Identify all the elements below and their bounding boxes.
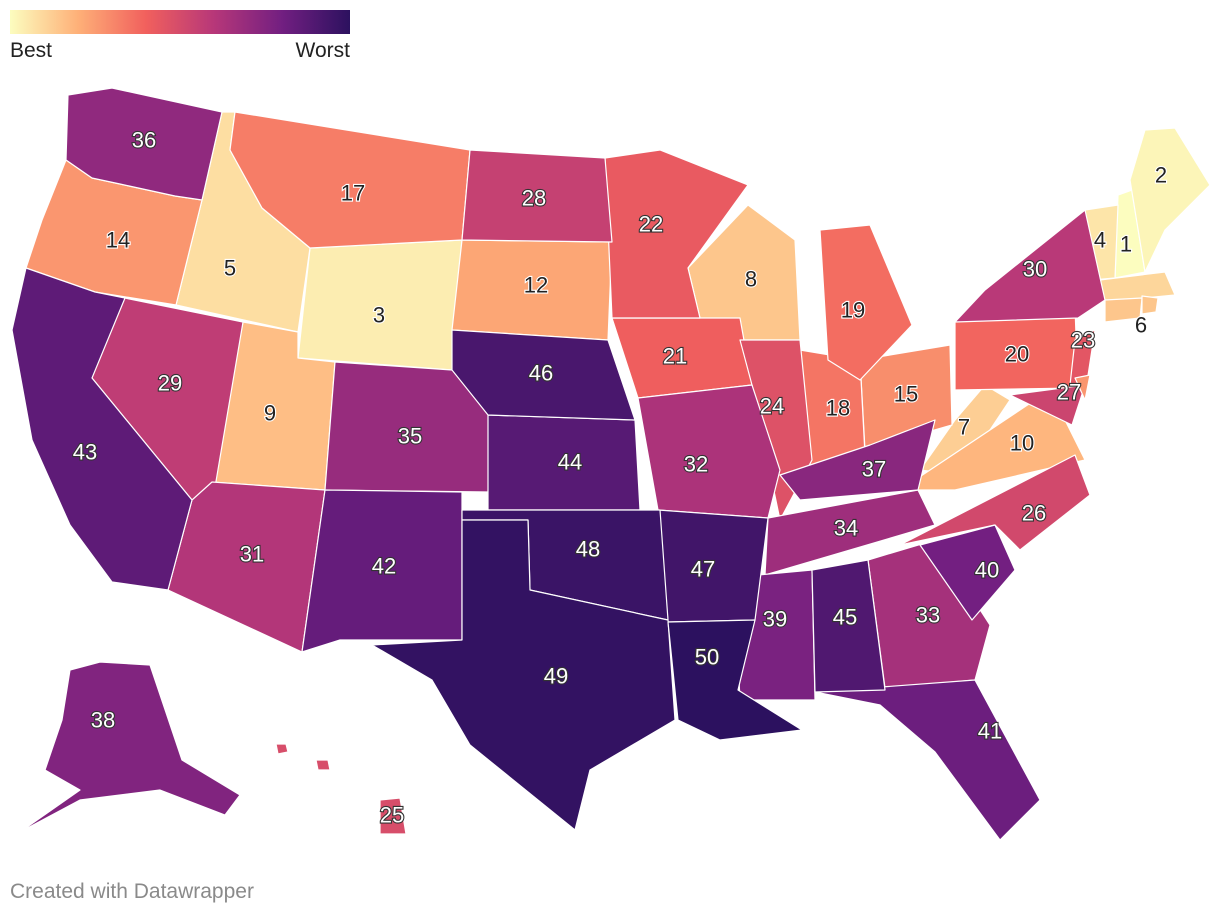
legend-worst-label: Worst bbox=[295, 39, 350, 62]
state-louisiana[interactable] bbox=[667, 619, 803, 741]
state-arizona[interactable] bbox=[167, 481, 326, 653]
rank-label-sc: 40 bbox=[975, 558, 999, 583]
rank-label-ny: 30 bbox=[1023, 257, 1047, 282]
rank-label-ms: 39 bbox=[763, 607, 787, 632]
state-kentucky[interactable] bbox=[779, 419, 936, 501]
rank-label-wi: 8 bbox=[745, 267, 757, 292]
rank-label-fl: 41 bbox=[978, 719, 1002, 744]
rank-label-wy: 3 bbox=[373, 303, 385, 328]
state-rhode-island[interactable] bbox=[1141, 295, 1159, 315]
rank-label-nh: 1 bbox=[1120, 232, 1132, 257]
rank-label-or: 14 bbox=[106, 228, 130, 253]
rank-label-wv: 7 bbox=[958, 415, 970, 440]
state-new-york[interactable] bbox=[954, 209, 1106, 323]
rank-label-va: 10 bbox=[1010, 431, 1034, 456]
color-legend: Best Worst bbox=[10, 10, 350, 62]
rank-label-nd: 28 bbox=[522, 186, 546, 211]
state-hawaii[interactable] bbox=[275, 743, 407, 835]
state-california[interactable] bbox=[11, 267, 193, 591]
rank-label-hi: 25 bbox=[380, 803, 404, 828]
rank-label-mi: 19 bbox=[841, 298, 865, 323]
state-south-carolina[interactable] bbox=[919, 524, 1016, 621]
state-nebraska[interactable] bbox=[451, 329, 636, 421]
rank-label-ut: 9 bbox=[264, 401, 276, 426]
states-layer bbox=[11, 87, 1211, 841]
rank-label-ma: 6 bbox=[1135, 313, 1147, 338]
rank-label-ca: 43 bbox=[73, 440, 97, 465]
rank-label-md: 27 bbox=[1057, 380, 1081, 405]
rank-label-nc: 26 bbox=[1022, 501, 1046, 526]
rank-label-mo: 32 bbox=[684, 452, 708, 477]
rank-label-al: 45 bbox=[833, 605, 857, 630]
state-maryland[interactable] bbox=[1009, 384, 1086, 426]
legend-gradient-bar bbox=[10, 10, 350, 34]
rank-label-id: 5 bbox=[224, 256, 236, 281]
rank-label-ar: 47 bbox=[691, 557, 715, 582]
rank-labels-layer: 1234567891012141517181920212223242526272… bbox=[72, 126, 1169, 828]
rank-label-sd: 12 bbox=[524, 273, 548, 298]
rank-label-il: 24 bbox=[760, 394, 784, 419]
state-texas[interactable] bbox=[371, 519, 676, 831]
state-connecticut[interactable] bbox=[1104, 297, 1143, 323]
state-north-dakota[interactable] bbox=[461, 149, 613, 243]
rank-label-co: 35 bbox=[398, 424, 422, 449]
rank-label-nj: 23 bbox=[1071, 328, 1095, 353]
rank-label-ks: 44 bbox=[558, 450, 582, 475]
rank-label-pa: 20 bbox=[1005, 342, 1029, 367]
datawrapper-credit: Created with Datawrapper bbox=[10, 880, 254, 903]
rank-label-az: 31 bbox=[240, 542, 264, 567]
rank-label-vt: 4 bbox=[1094, 228, 1106, 253]
state-tennessee[interactable] bbox=[764, 489, 936, 576]
rank-label-tx: 49 bbox=[544, 664, 568, 689]
rank-label-tn: 34 bbox=[834, 516, 858, 541]
rank-label-in: 18 bbox=[826, 396, 850, 421]
rank-label-nv: 29 bbox=[158, 371, 182, 396]
state-new-mexico[interactable] bbox=[301, 489, 463, 653]
rank-label-mt: 17 bbox=[341, 181, 365, 206]
legend-best-label: Best bbox=[10, 39, 53, 62]
state-alabama[interactable] bbox=[811, 559, 886, 693]
state-delaware[interactable] bbox=[1074, 374, 1091, 401]
state-washington[interactable] bbox=[65, 87, 223, 201]
state-virginia[interactable] bbox=[899, 389, 1086, 491]
state-north-carolina[interactable] bbox=[899, 454, 1091, 551]
rank-label-ok: 48 bbox=[576, 537, 600, 562]
state-alaska[interactable] bbox=[19, 661, 241, 833]
rank-label-me: 2 bbox=[1155, 163, 1167, 188]
rank-label-nm: 42 bbox=[372, 554, 396, 579]
state-missouri[interactable] bbox=[637, 384, 781, 519]
rank-label-la: 50 bbox=[695, 645, 719, 670]
rank-label-ia: 21 bbox=[663, 344, 687, 369]
rank-label-ne: 46 bbox=[529, 361, 553, 386]
state-florida[interactable] bbox=[814, 679, 1041, 841]
rank-label-wa: 36 bbox=[132, 128, 156, 153]
rank-label-ak: 38 bbox=[91, 708, 115, 733]
state-maine[interactable] bbox=[1129, 127, 1211, 273]
state-michigan[interactable] bbox=[819, 224, 913, 381]
state-minnesota[interactable] bbox=[604, 149, 749, 319]
rank-label-ky: 37 bbox=[862, 457, 886, 482]
rank-label-ga: 33 bbox=[916, 603, 940, 628]
rank-label-mn: 22 bbox=[639, 212, 663, 237]
rank-label-oh: 15 bbox=[894, 382, 918, 407]
